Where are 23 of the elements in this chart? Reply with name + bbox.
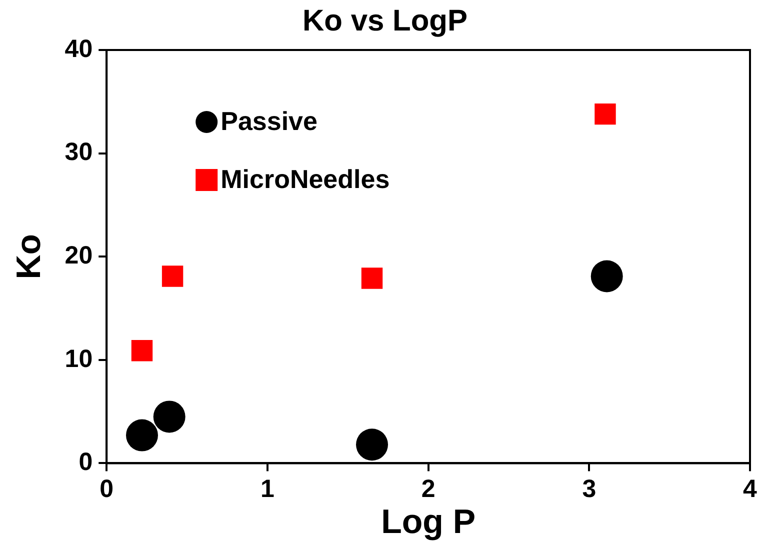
- x-tick-label: 1: [260, 475, 275, 504]
- legend-label: Passive: [220, 106, 318, 136]
- y-tick-label: 30: [64, 138, 93, 166]
- point: [590, 260, 623, 292]
- x-tick-label: 0: [100, 475, 114, 504]
- y-axis-title: Ko: [10, 234, 48, 280]
- point: [356, 428, 388, 461]
- point: [162, 266, 184, 287]
- y-tick-label: 20: [64, 241, 93, 270]
- x-axis-title: Log P: [381, 502, 476, 541]
- point: [131, 340, 153, 362]
- point: [153, 400, 186, 433]
- point: [361, 268, 383, 289]
- y-tick-label: 10: [64, 344, 93, 373]
- x-tick-label: 2: [421, 475, 436, 504]
- point: [594, 103, 616, 125]
- x-tick-label: 3: [582, 475, 596, 504]
- y-tick-label: 0: [78, 448, 93, 476]
- y-tick-label: 40: [64, 34, 93, 63]
- legend-label: MicroNeedles: [220, 164, 390, 194]
- x-tick-label: 4: [743, 475, 758, 504]
- point: [126, 419, 158, 452]
- chart-title: Ko vs LogP: [302, 4, 468, 38]
